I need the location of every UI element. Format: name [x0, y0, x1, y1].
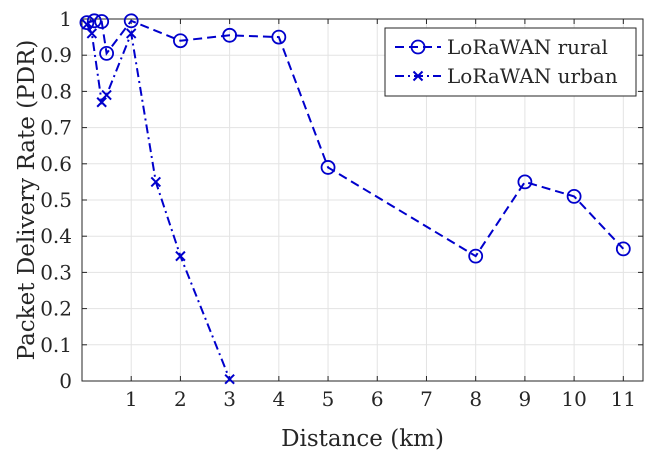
- legend-marker: [412, 70, 424, 82]
- y-tick-label: 0.7: [40, 116, 72, 140]
- x-marker-stroke: [412, 70, 424, 82]
- data-point: [94, 14, 110, 29]
- y-tick-label: 0.4: [40, 224, 72, 248]
- data-point: [173, 33, 188, 49]
- data-point: [150, 176, 162, 188]
- legend-box: [384, 27, 637, 97]
- series-line: [86, 19, 625, 258]
- data-point: [101, 89, 112, 101]
- data-point: [468, 248, 484, 264]
- series-rural: [79, 13, 631, 264]
- data-point: [222, 27, 238, 43]
- legend-entry: LoRaWAN rural: [395, 35, 608, 59]
- data-point: [81, 19, 93, 30]
- y-tick-label: 0.9: [40, 43, 72, 67]
- y-tick-label: 0.1: [40, 333, 72, 357]
- x-marker-stroke: [86, 28, 98, 39]
- legend-marker: [410, 39, 426, 55]
- data-point: [320, 160, 336, 175]
- data-point: [566, 188, 582, 204]
- legend: LoRaWAN rural LoRaWAN urban: [384, 27, 637, 97]
- x-tick-label: 9: [519, 387, 532, 411]
- legend-label: LoRaWAN rural: [447, 35, 608, 59]
- legend-label: LoRaWAN urban: [447, 64, 618, 88]
- y-tick-label: 0.5: [40, 188, 72, 212]
- x-tick-label: 3: [223, 387, 236, 411]
- data-point: [123, 13, 139, 29]
- x-marker-stroke: [150, 176, 162, 188]
- y-tick-label: 0: [59, 369, 72, 393]
- x-marker-stroke: [96, 97, 107, 108]
- data-point: [96, 97, 107, 108]
- legend-entry: LoRaWAN urban: [395, 64, 618, 88]
- x-marker-stroke: [81, 19, 93, 30]
- axis-ticks: 1 2 3 4 5 6 7 8 9 10 11 0 0.1 0.2 0.3 0.4 0.5 0.6 0.7 0.8 0.…: [40, 7, 643, 411]
- y-axis-label: Packet Delivery Rate (PDR): [14, 40, 40, 361]
- series-urban: [81, 19, 235, 385]
- y-tick-label: 0.6: [40, 152, 72, 176]
- x-marker-stroke: [224, 373, 235, 385]
- y-tick-label: 1: [59, 7, 72, 31]
- x-tick-label: 5: [322, 387, 335, 411]
- data-point: [615, 241, 631, 257]
- y-tick-label: 0.3: [40, 260, 72, 284]
- data-point: [126, 28, 137, 39]
- x-marker-stroke: [175, 250, 186, 262]
- series-layer: [79, 13, 631, 385]
- x-tick-label: 2: [174, 387, 187, 411]
- series-line: [86, 23, 231, 380]
- x-marker-stroke: [101, 89, 112, 101]
- x-marker-stroke: [126, 28, 137, 39]
- data-point: [517, 174, 533, 190]
- y-tick-label: 0.8: [40, 79, 72, 103]
- x-tick-label: 7: [420, 387, 433, 411]
- x-tick-label: 4: [272, 387, 285, 411]
- x-tick-label: 6: [371, 387, 384, 411]
- x-tick-label: 11: [611, 387, 636, 411]
- x-axis-label: Distance (km): [281, 426, 444, 452]
- x-tick-label: 1: [125, 387, 138, 411]
- data-point: [86, 28, 98, 39]
- data-point: [224, 373, 235, 385]
- data-point: [99, 45, 115, 61]
- data-point: [79, 15, 95, 31]
- x-tick-label: 8: [469, 387, 482, 411]
- data-point: [175, 250, 186, 262]
- x-tick-label: 10: [561, 387, 586, 411]
- data-point: [86, 13, 102, 29]
- data-point: [271, 29, 287, 45]
- y-tick-label: 0.2: [40, 297, 72, 321]
